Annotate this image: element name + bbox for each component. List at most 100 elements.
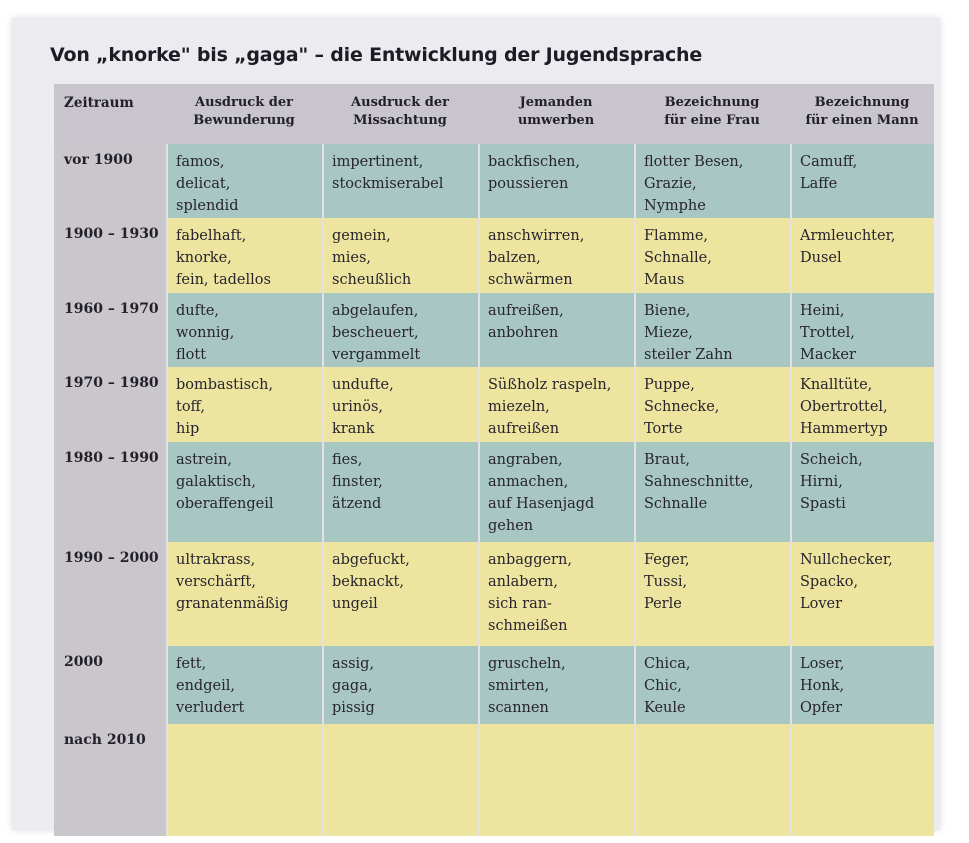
cell-line: undufte, <box>332 377 394 393</box>
cell-line: schmeißen <box>488 618 568 634</box>
cell-line: galaktisch, <box>176 474 256 490</box>
cell-line: Chic, <box>644 678 682 694</box>
cell-line: Grazie, <box>644 176 697 192</box>
cell-line: Knalltüte, <box>800 377 873 393</box>
table-row: 1960 – 1970 dufte, wonnig, flott abgelaufen,… <box>54 293 934 367</box>
cell-line: ungeil <box>332 596 378 612</box>
cell-bewunderung <box>166 724 322 836</box>
cell-mann: Nullchecker, Spacko, Lover <box>790 542 934 646</box>
cell-line: delicat, <box>176 176 231 192</box>
cell-line: balzen, <box>488 250 541 266</box>
cell-line: Flamme, <box>644 228 709 244</box>
cell-line: Nymphe <box>644 198 706 214</box>
cell-line: Spasti <box>800 496 846 512</box>
cell-frau: Puppe, Schnecke, Torte <box>634 367 790 442</box>
cell-line: ätzend <box>332 496 382 512</box>
cell-umwerben: Süßholz raspeln, miezeln, aufreißen <box>478 367 634 442</box>
cell-line: dufte, <box>176 303 220 319</box>
cell-line: splendid <box>176 198 239 214</box>
table-row: 1980 – 1990 astrein, galaktisch, oberaffeng… <box>54 442 934 542</box>
cell-missachtung: abgefuckt, beknackt, ungeil <box>322 542 478 646</box>
cell-line: abgelaufen, <box>332 303 419 319</box>
cell-line: poussieren <box>488 176 569 192</box>
cell-mann: Knalltüte, Obertrottel, Hammertyp <box>790 367 934 442</box>
cell-missachtung: impertinent, stockmiserabel <box>322 144 478 218</box>
cell-frau: Feger, Tussi, Perle <box>634 542 790 646</box>
zeitraum-cell: 1980 – 1990 <box>54 442 166 542</box>
header-line: umwerben <box>517 113 595 128</box>
cell-line: toff, <box>176 399 205 415</box>
cell-line: angraben, <box>488 452 563 468</box>
cell-mann: Loser, Honk, Opfer <box>790 646 934 724</box>
cell-umwerben: gruscheln, smirten, scannen <box>478 646 634 724</box>
table-row: nach 2010 <box>54 724 934 836</box>
cell-bewunderung: famos, delicat, splendid <box>166 144 322 218</box>
zeitraum-cell: vor 1900 <box>54 144 166 218</box>
cell-line: anschwirren, <box>488 228 585 244</box>
cell-line: Armleuchter, <box>800 228 896 244</box>
cell-line: Honk, <box>800 678 845 694</box>
table-row: 1970 – 1980 bombastisch, toff, hip undufte, u… <box>54 367 934 442</box>
table-row: vor 1900 famos, delicat, splendid impertinen… <box>54 144 934 218</box>
header-line: Bewunderung <box>193 113 295 128</box>
table-row: 2000 fett, endgeil, verludert assig, gaga, pis… <box>54 646 934 724</box>
header-line: Ausdruck der <box>195 95 293 110</box>
cell-mann <box>790 724 934 836</box>
cell-umwerben: angraben, anmachen, auf Hasenjagd gehen <box>478 442 634 542</box>
cell-line: aufreißen, <box>488 303 564 319</box>
cell-bewunderung: fabelhaft, knorke, fein, tadellos <box>166 218 322 293</box>
table-row: 1990 – 2000 ultrakrass, verschärft, granate… <box>54 542 934 646</box>
cell-line: krank <box>332 421 375 437</box>
cell-missachtung: abgelaufen, bescheuert, vergammelt <box>322 293 478 367</box>
cell-line: smirten, <box>488 678 550 694</box>
cell-line: Maus <box>644 272 685 288</box>
cell-line: wonnig, <box>176 325 235 341</box>
cell-line: mies, <box>332 250 372 266</box>
cell-line: Hammertyp <box>800 421 888 437</box>
header-frau: Bezeichnung für eine Frau <box>634 84 790 144</box>
cell-line: verludert <box>176 700 245 716</box>
cell-line: Heini, <box>800 303 845 319</box>
cell-missachtung <box>322 724 478 836</box>
cell-line: Chica, <box>644 656 691 672</box>
cell-line: Schnecke, <box>644 399 720 415</box>
cell-bewunderung: astrein, galaktisch, oberaffengeil <box>166 442 322 542</box>
cell-line: miezeln, <box>488 399 550 415</box>
header-missachtung: Ausdruck der Missachtung <box>322 84 478 144</box>
cell-line: Schnalle, <box>644 250 712 266</box>
header-zeitraum-label: Zeitraum <box>64 95 134 111</box>
cell-line: Trottel, <box>800 325 855 341</box>
header-line: Ausdruck der <box>351 95 449 110</box>
cell-missachtung: assig, gaga, pissig <box>322 646 478 724</box>
cell-umwerben: aufreißen, anbohren <box>478 293 634 367</box>
cell-line: Schnalle <box>644 496 708 512</box>
cell-line: anlabern, <box>488 574 559 590</box>
cell-line: Opfer <box>800 700 843 716</box>
cell-line: backfischen, <box>488 154 580 170</box>
cell-line: Perle <box>644 596 682 612</box>
cell-line: Puppe, <box>644 377 695 393</box>
cell-frau: Flamme, Schnalle, Maus <box>634 218 790 293</box>
cell-line: Dusel <box>800 250 842 266</box>
cell-line: Macker <box>800 347 856 363</box>
cell-line: Scheich, <box>800 452 863 468</box>
cell-mann: Heini, Trottel, Macker <box>790 293 934 367</box>
zeitraum-cell: 1970 – 1980 <box>54 367 166 442</box>
cell-line: anbaggern, <box>488 552 572 568</box>
header-mann: Bezeichnung für einen Mann <box>790 84 934 144</box>
cell-line: granatenmäßig <box>176 596 289 612</box>
zeitraum-cell: 1900 – 1930 <box>54 218 166 293</box>
header-line: Bezeichnung <box>814 95 910 110</box>
cell-mann: Scheich, Hirni, Spasti <box>790 442 934 542</box>
cell-line: gaga, <box>332 678 373 694</box>
cell-line: assig, <box>332 656 375 672</box>
cell-line: Nullchecker, <box>800 552 893 568</box>
cell-line: oberaffengeil <box>176 496 274 512</box>
cell-line: endgeil, <box>176 678 235 694</box>
header-line: Jemanden <box>519 95 593 110</box>
zeitraum-cell: nach 2010 <box>54 724 166 836</box>
cell-line: Spacko, <box>800 574 859 590</box>
cell-missachtung: undufte, urinös, krank <box>322 367 478 442</box>
cell-bewunderung: ultrakrass, verschärft, granatenmäßig <box>166 542 322 646</box>
header-bewunderung: Ausdruck der Bewunderung <box>166 84 322 144</box>
